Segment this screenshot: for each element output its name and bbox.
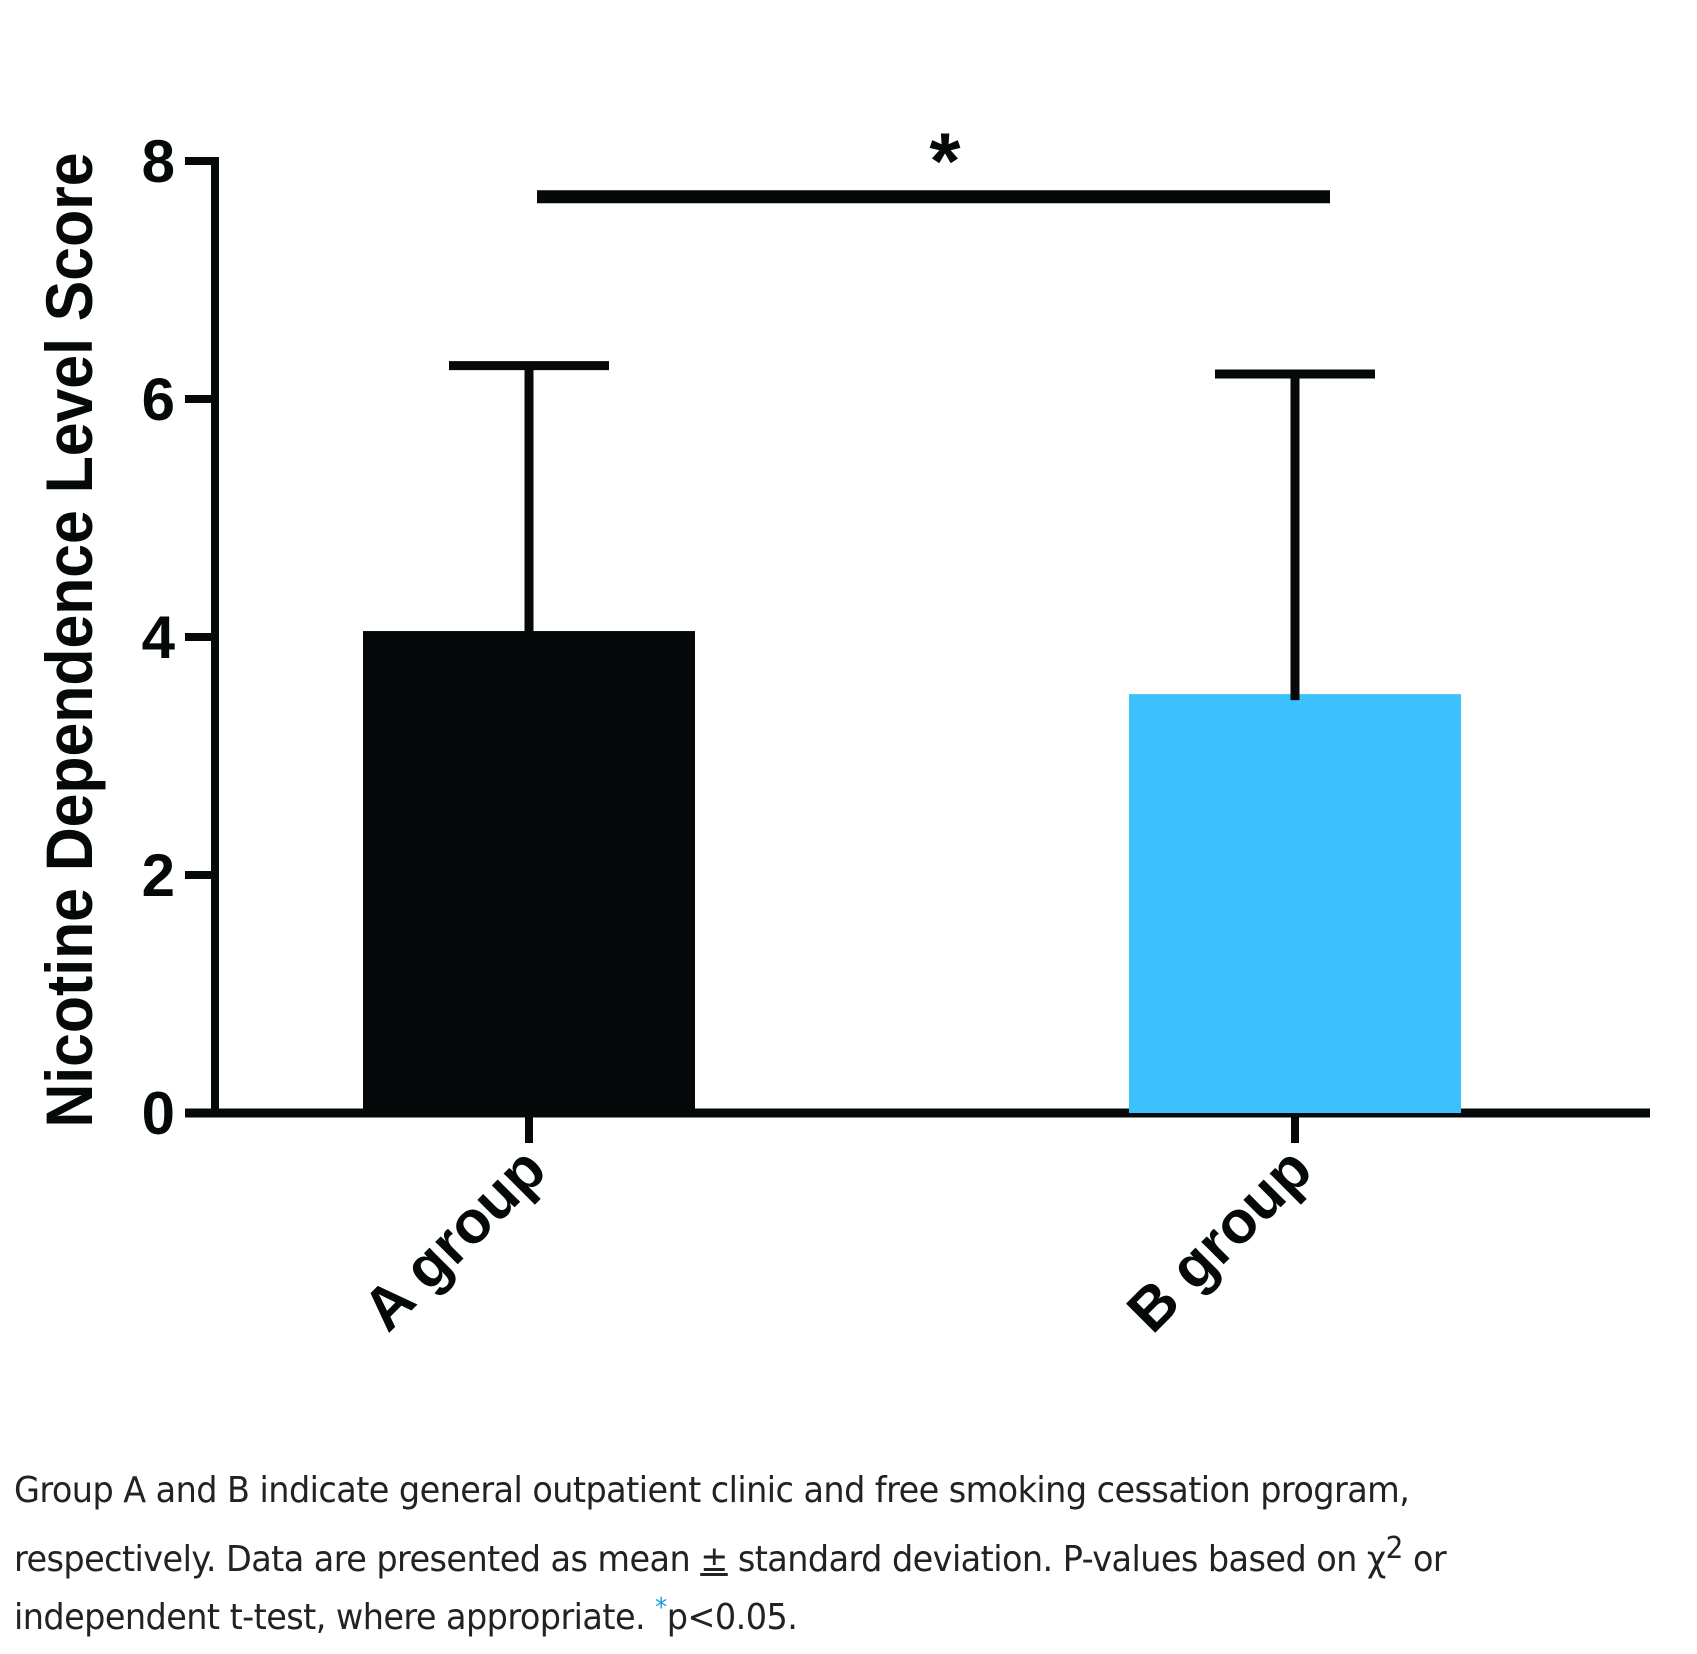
caption-text: respectively. Data are presented as mean bbox=[14, 1539, 701, 1580]
plus-minus-symbol: ± bbox=[700, 1539, 728, 1580]
error-bars bbox=[449, 361, 1375, 701]
bar-chart: 0 2 4 6 8 A group B group * Nicotine Dependen… bbox=[34, 117, 1650, 1345]
significance-star-note: * bbox=[655, 1593, 667, 1623]
caption-text: independent t-test, where appropriate. bbox=[14, 1597, 656, 1638]
bars bbox=[363, 631, 1461, 1113]
y-tick-label: 2 bbox=[142, 842, 175, 909]
bar-a-group bbox=[363, 631, 695, 1113]
caption-text: standard deviation. P-values based on χ bbox=[727, 1539, 1386, 1580]
caption-text: or bbox=[1402, 1539, 1447, 1580]
y-tick-label: 4 bbox=[142, 604, 176, 671]
y-tick-label: 6 bbox=[142, 366, 175, 433]
x-tick-label: A group bbox=[350, 1135, 558, 1343]
x-axis: A group B group bbox=[185, 1108, 1650, 1345]
y-tick-label: 0 bbox=[142, 1080, 175, 1147]
y-axis-title: Nicotine Dependence Level Score bbox=[34, 152, 107, 1127]
significance-star: * bbox=[929, 117, 961, 206]
superscript: 2 bbox=[1385, 1531, 1404, 1566]
caption-line-2: respectively. Data are presented as mean… bbox=[14, 1520, 1576, 1589]
caption-text: Group A and B indicate general outpatien… bbox=[14, 1470, 1410, 1511]
caption-text: p<0.05. bbox=[666, 1597, 798, 1638]
figure-caption: Group A and B indicate general outpatien… bbox=[14, 1462, 1576, 1647]
caption-line-1: Group A and B indicate general outpatien… bbox=[14, 1462, 1576, 1520]
y-tick-label: 8 bbox=[142, 128, 175, 195]
significance-annotation: * bbox=[537, 117, 1330, 206]
x-tick-label: B group bbox=[1114, 1135, 1324, 1345]
y-axis: 0 2 4 6 8 bbox=[142, 128, 219, 1147]
bar-b-group bbox=[1129, 694, 1461, 1113]
caption-line-3: independent t-test, where appropriate. *… bbox=[14, 1589, 1576, 1647]
